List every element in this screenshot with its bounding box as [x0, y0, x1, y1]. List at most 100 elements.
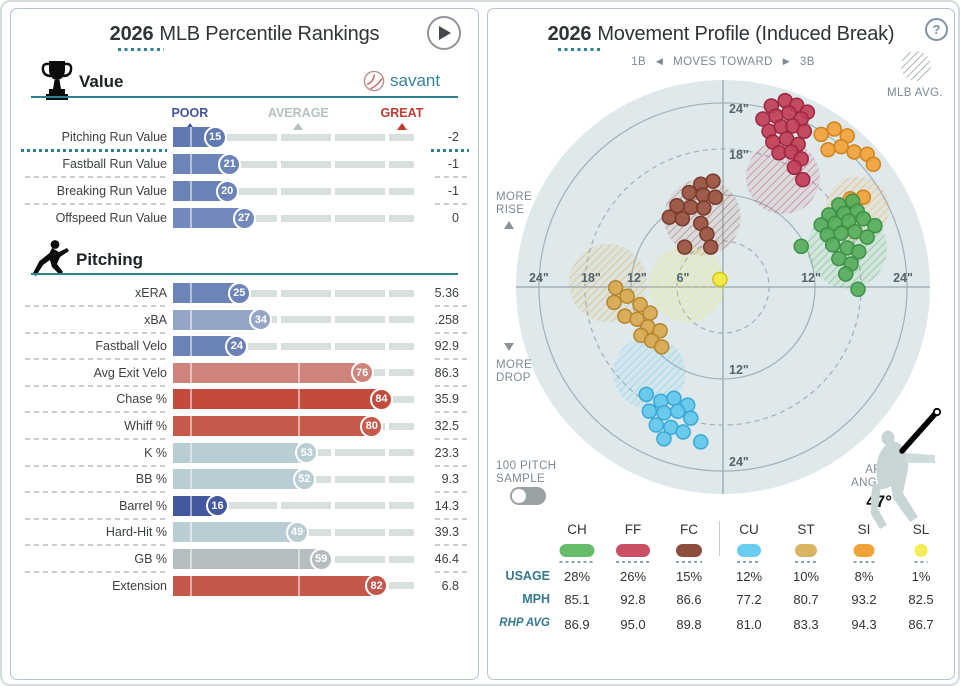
pitch-pill-CU[interactable]	[737, 544, 761, 557]
bar-gridline	[189, 522, 192, 543]
pitch-pill-FF[interactable]	[616, 544, 650, 557]
stat-label[interactable]: xBA	[144, 312, 167, 327]
percentile-value-badge: 24	[225, 334, 249, 358]
title-underline-dots	[118, 48, 164, 51]
rhp-avg-value-CU: 81.0	[736, 617, 762, 632]
scale-marker-label-great: GREAT	[380, 106, 424, 120]
more-drop-line1: MORE	[496, 359, 533, 371]
pitch-sample-toggle[interactable]	[510, 487, 546, 505]
row-separator-left	[25, 384, 167, 387]
percentile-bar	[173, 154, 230, 174]
pitch-pill-ST[interactable]	[795, 544, 817, 557]
tick-right-12: 12"	[801, 271, 821, 285]
help-icon[interactable]: ?	[925, 18, 948, 41]
stat-label[interactable]: Fastball Run Value	[62, 157, 167, 171]
stat-label[interactable]: Avg Exit Velo	[93, 365, 167, 380]
pitch-cluster-CU	[638, 386, 709, 450]
pitch-pill-SI[interactable]	[853, 544, 875, 557]
stat-label[interactable]: GB %	[134, 552, 167, 566]
pitch-dot-CU	[656, 431, 672, 447]
pitch-dot-CH	[824, 237, 841, 253]
row-separator-right	[435, 203, 467, 205]
pitching-section-heading: Pitching	[76, 250, 144, 269]
pitch-col-header-CU: CU	[739, 522, 759, 537]
stat-value: -1	[447, 184, 459, 198]
rise-arrow-icon	[504, 221, 514, 229]
rhp-avg-value-FF: 95.0	[620, 617, 646, 632]
percentile-bar	[173, 362, 363, 383]
stat-label[interactable]: Offspeed Run Value	[55, 211, 167, 225]
pitch-pill-FC[interactable]	[676, 544, 702, 557]
pitch-dot-FC	[705, 173, 721, 189]
percentile-rankings-title: 2026 MLB Percentile Rankings	[11, 23, 478, 46]
pitch-dot-CH	[851, 243, 867, 260]
percentile-value-badge: 84	[369, 387, 393, 411]
percentile-bar	[173, 283, 240, 303]
percentile-track	[173, 316, 414, 324]
percentile-rankings-panel: 2026 MLB Percentile Rankings Value savant…	[10, 8, 479, 680]
pitch-dot-FC	[674, 210, 691, 227]
stat-label[interactable]: Barrel %	[119, 498, 167, 513]
stat-label[interactable]: BB %	[135, 472, 167, 487]
tick-top-18: 18"	[729, 148, 749, 162]
tick-right-24: 24"	[893, 271, 913, 285]
percentile-bar	[173, 549, 322, 569]
pitch-dot-FC	[707, 189, 724, 206]
pitch-dot-CU	[666, 390, 682, 406]
moves-toward-label: MOVES TOWARD	[673, 56, 773, 68]
pitch-col-header-ST: ST	[797, 522, 815, 537]
pitching-section-underline	[31, 273, 458, 275]
movement-profile-panel: 2026 Movement Profile (Induced Break) ? 1…	[487, 8, 955, 680]
pitch-pill-CH[interactable]	[559, 544, 595, 557]
stat-label[interactable]: Chase %	[116, 392, 167, 407]
percentile-value-badge: 53	[295, 441, 319, 465]
toggle-knob	[512, 489, 526, 503]
pitch-dot-CH	[867, 217, 883, 234]
pitch-dot-SI	[826, 121, 842, 137]
bar-gridline	[189, 442, 192, 463]
bar-gridline	[298, 549, 301, 569]
stat-label[interactable]: Fastball Velo	[95, 339, 167, 354]
stat-label[interactable]: Extension	[112, 578, 167, 593]
mph-value-SL: 82.5	[908, 592, 934, 607]
percentile-value-badge: 15	[203, 125, 227, 149]
tick-left-24: 24"	[529, 271, 549, 285]
mlb-avg-zone-CU	[613, 336, 686, 409]
percentile-bar	[173, 442, 307, 463]
stat-label[interactable]: Whiff %	[124, 419, 167, 433]
pitch-dot-SI	[820, 141, 836, 158]
highlight-underline-right	[431, 148, 469, 152]
movement-polar-chart: 24" 18" 12" 24" 24" 18" 12" 6" 12" 24"	[516, 80, 930, 494]
pitch-pill-SL[interactable]	[914, 544, 928, 557]
mph-value-CH: 85.1	[564, 592, 590, 607]
bar-gridline	[189, 336, 192, 357]
percentile-value-badge: 21	[218, 152, 242, 176]
pitch-dot-SI	[813, 126, 829, 143]
pitch-cluster-SI	[813, 121, 882, 207]
pitch-dot-CH	[793, 238, 809, 255]
percentile-track	[173, 502, 414, 510]
mlb-avg-legend-icon	[901, 51, 931, 81]
scale-marker-arrow-average	[293, 123, 304, 130]
pitch-cluster-FC	[661, 173, 724, 255]
percentile-track	[173, 214, 414, 222]
percentile-value-badge: 82	[365, 574, 389, 598]
stat-label[interactable]: Breaking Run Value	[56, 184, 167, 198]
bar-gridline	[189, 389, 192, 410]
mph-value-SI: 93.2	[851, 592, 877, 607]
pitch-dot-SI	[833, 138, 849, 155]
stat-label[interactable]: Pitching Run Value	[61, 130, 167, 144]
stat-label[interactable]: Hard-Hit %	[105, 525, 167, 540]
stat-label[interactable]: K %	[144, 445, 167, 460]
title-year: 2026	[109, 23, 154, 45]
stat-label[interactable]: xERA	[135, 286, 167, 300]
row-separator-right	[435, 411, 467, 414]
scale-marker-arrow-poor	[184, 123, 195, 130]
savant-logo[interactable]: savant	[363, 70, 440, 92]
mlb-avg-legend-label: MLB AVG.	[886, 87, 944, 99]
mph-value-ST: 80.7	[793, 592, 819, 607]
row-separator-right	[435, 517, 467, 520]
percentile-value-badge: 80	[360, 414, 384, 438]
play-button[interactable]	[427, 16, 461, 50]
